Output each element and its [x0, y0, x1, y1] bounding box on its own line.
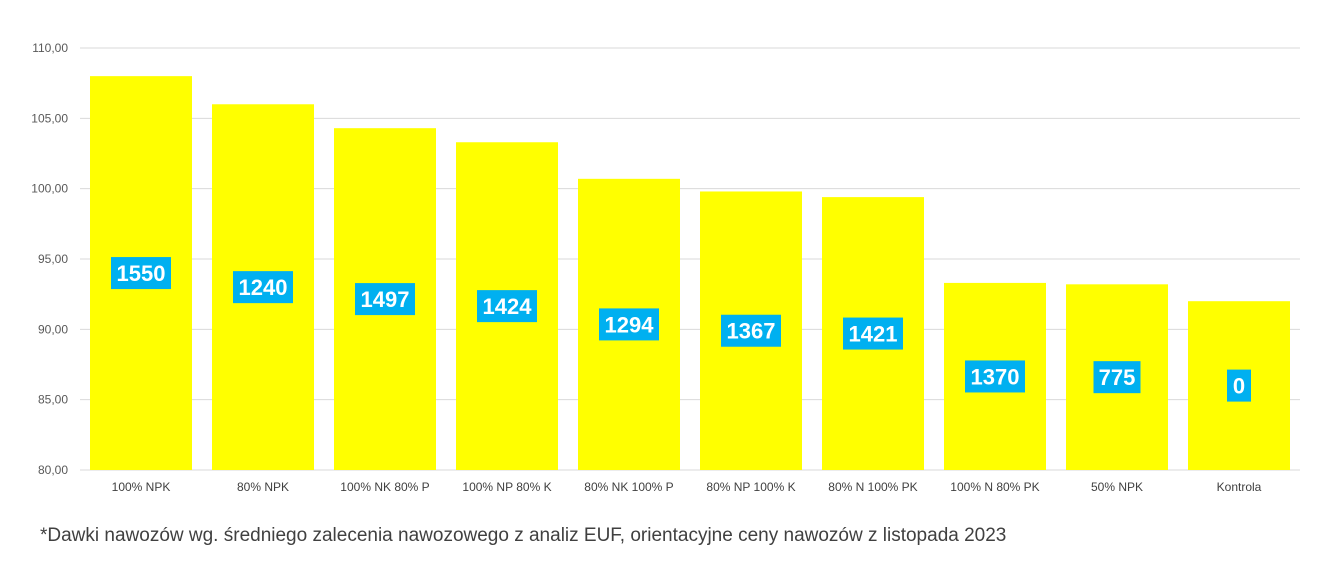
x-tick-label: 100% N 80% PK — [950, 480, 1039, 494]
x-tick-label: Kontrola — [1217, 480, 1262, 494]
data-label-box — [965, 360, 1025, 393]
data-label-box — [843, 317, 903, 350]
y-tick-label: 85,00 — [38, 393, 68, 407]
x-tick-label: 80% N 100% PK — [828, 480, 917, 494]
data-label: 1370 — [971, 364, 1020, 389]
y-tick-label: 95,00 — [38, 252, 68, 266]
y-tick-label: 90,00 — [38, 322, 68, 336]
data-label-box — [477, 290, 537, 323]
data-label: 1421 — [849, 322, 898, 347]
data-label-box — [1093, 361, 1141, 394]
data-label: 1424 — [483, 294, 533, 319]
data-label-box — [233, 271, 293, 304]
x-tick-label: 100% NP 80% K — [462, 480, 551, 494]
data-label: 1240 — [239, 275, 288, 300]
x-tick-label: 80% NK 100% P — [584, 480, 673, 494]
x-tick-label: 80% NP 100% K — [706, 480, 795, 494]
y-tick-label: 100,00 — [31, 182, 68, 196]
data-label: 1367 — [727, 319, 776, 344]
x-tick-label: 80% NPK — [237, 480, 289, 494]
bar-chart: 80,00 85,00 90,00 95,00 100,00 105,00 110,00 1… — [31, 41, 1300, 494]
data-label: 1497 — [361, 287, 410, 312]
y-tick-label: 110,00 — [32, 41, 68, 55]
y-axis-ticks: 80,00 85,00 90,00 95,00 100,00 105,00 110,00 — [31, 41, 68, 477]
data-labels: 1550 1240 1497 1424 1294 1367 1421 1370 775 0 — [111, 257, 1251, 402]
data-label: 775 — [1099, 365, 1136, 390]
data-label-box — [355, 283, 415, 316]
data-label: 1294 — [605, 312, 655, 337]
x-tick-label: 100% NK 80% P — [340, 480, 429, 494]
y-tick-label: 80,00 — [38, 463, 68, 477]
x-tick-label: 50% NPK — [1091, 480, 1143, 494]
y-tick-label: 105,00 — [31, 111, 68, 125]
footnote: *Dawki nawozów wg. średniego zalecenia n… — [40, 525, 1007, 546]
x-axis-categories: 100% NPK 80% NPK 100% NK 80% P 100% NP 80% … — [112, 480, 1262, 494]
x-tick-label: 100% NPK — [112, 480, 171, 494]
data-label-box — [599, 308, 659, 341]
data-label: 0 — [1233, 374, 1245, 399]
data-label-box — [1227, 369, 1251, 402]
data-label-box — [721, 314, 781, 347]
data-label-box — [111, 257, 171, 290]
data-label: 1550 — [117, 261, 166, 286]
